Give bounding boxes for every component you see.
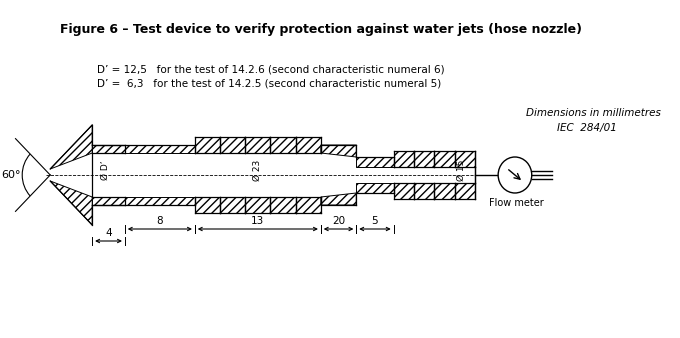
Polygon shape: [454, 151, 475, 167]
Polygon shape: [220, 137, 245, 153]
Polygon shape: [125, 197, 195, 205]
Polygon shape: [356, 157, 394, 167]
Text: 8: 8: [156, 216, 163, 226]
Polygon shape: [296, 137, 321, 153]
Polygon shape: [245, 137, 271, 153]
Polygon shape: [296, 197, 321, 213]
Polygon shape: [454, 183, 475, 199]
Text: 5: 5: [372, 216, 378, 226]
Text: Figure 6 – Test device to verify protection against water jets (hose nozzle): Figure 6 – Test device to verify protect…: [60, 24, 582, 37]
Polygon shape: [394, 183, 414, 199]
Text: Ø D’: Ø D’: [101, 160, 109, 180]
Polygon shape: [92, 145, 125, 153]
Polygon shape: [220, 197, 245, 213]
Polygon shape: [195, 197, 220, 213]
Text: IEC  284/01: IEC 284/01: [557, 123, 617, 133]
Text: 60°: 60°: [1, 170, 21, 180]
Text: 13: 13: [251, 216, 265, 226]
Polygon shape: [50, 125, 92, 169]
Polygon shape: [414, 183, 435, 199]
Polygon shape: [414, 151, 435, 167]
Polygon shape: [271, 137, 296, 153]
Polygon shape: [245, 197, 271, 213]
Polygon shape: [356, 183, 394, 193]
Text: D’ =  6,3   for the test of 14.2.5 (second characteristic numeral 5): D’ = 6,3 for the test of 14.2.5 (second …: [97, 78, 441, 88]
Text: 20: 20: [332, 216, 345, 226]
Text: Dimensions in millimetres: Dimensions in millimetres: [526, 108, 661, 118]
Polygon shape: [435, 183, 454, 199]
Text: D’ = 12,5   for the test of 14.2.6 (second characteristic numeral 6): D’ = 12,5 for the test of 14.2.6 (second…: [97, 65, 445, 75]
Circle shape: [498, 157, 532, 193]
Polygon shape: [271, 197, 296, 213]
Text: 4: 4: [105, 228, 112, 238]
Text: Ø 15: Ø 15: [457, 159, 466, 181]
Polygon shape: [321, 193, 356, 205]
Polygon shape: [394, 151, 414, 167]
Text: Ø 23: Ø 23: [253, 160, 262, 180]
Polygon shape: [92, 197, 125, 205]
Polygon shape: [125, 145, 195, 153]
Text: Flow meter: Flow meter: [490, 198, 544, 208]
Polygon shape: [321, 145, 356, 157]
Polygon shape: [50, 181, 92, 225]
Polygon shape: [435, 151, 454, 167]
Polygon shape: [195, 137, 220, 153]
